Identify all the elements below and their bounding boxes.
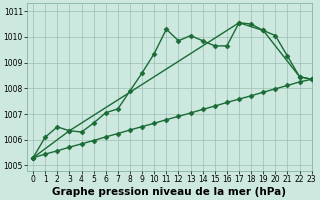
X-axis label: Graphe pression niveau de la mer (hPa): Graphe pression niveau de la mer (hPa) xyxy=(52,187,286,197)
